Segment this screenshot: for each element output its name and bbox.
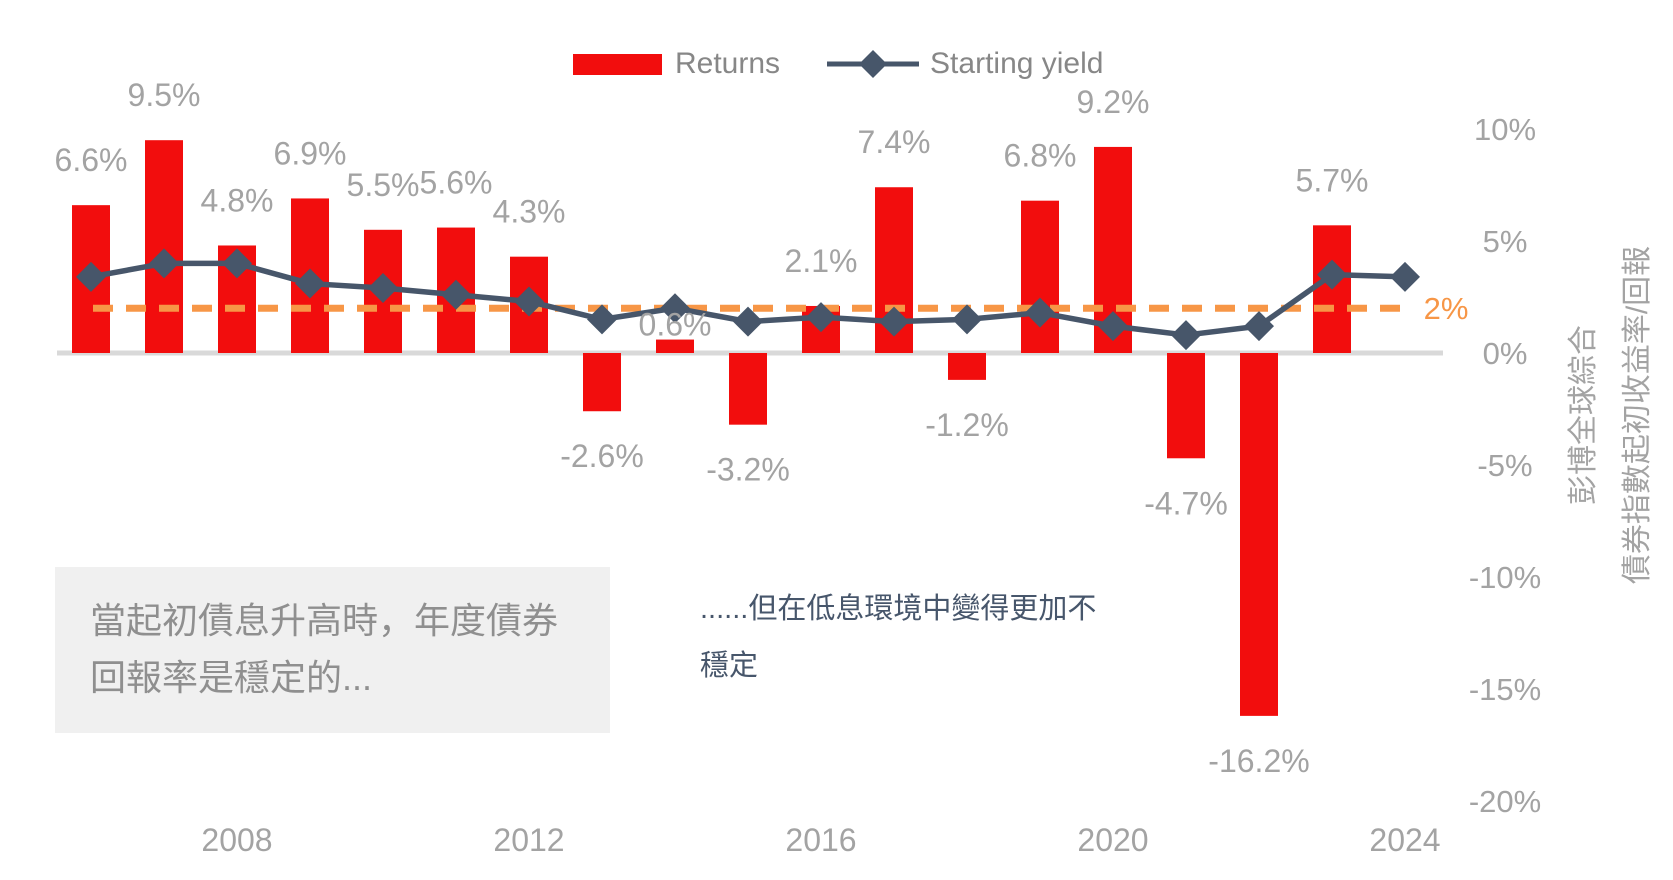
bar-value-label: 9.2%	[1077, 84, 1150, 120]
returns-bar	[948, 353, 986, 380]
bar-value-label: -4.7%	[1144, 485, 1228, 521]
bar-value-label: -2.6%	[560, 438, 644, 474]
y-tick-label: -20%	[1469, 784, 1541, 819]
y-tick-label: -5%	[1477, 448, 1532, 483]
yield-point	[76, 261, 106, 292]
annotation-box-text: 當起初債息升高時，年度債券回報率是穩定的...	[90, 600, 559, 698]
yield-point	[368, 273, 398, 304]
x-tick-label: 2008	[201, 822, 272, 858]
y-tick-label: 10%	[1474, 112, 1536, 147]
bar-value-label: 6.8%	[1004, 138, 1077, 174]
yield-point	[806, 302, 836, 333]
bar-value-label: 7.4%	[858, 124, 931, 160]
legend-yield-label: Starting yield	[930, 47, 1104, 80]
y-axis-title: 彭博全球綜合 債券指數起初收益率/回報	[1557, 115, 1665, 715]
bar-value-label: 6.6%	[55, 142, 128, 178]
y-tick-label: -10%	[1469, 560, 1541, 595]
yield-point	[1317, 259, 1347, 290]
bar-value-label: 5.7%	[1296, 162, 1369, 198]
bar-value-label: 5.5%	[347, 167, 420, 203]
yield-point	[295, 268, 325, 299]
yield-point	[1171, 320, 1201, 351]
yield-point	[1098, 311, 1128, 342]
yield-point	[149, 248, 179, 279]
x-tick-label: 2012	[493, 822, 564, 858]
x-tick-label: 2024	[1369, 822, 1440, 858]
legend: Returns Starting yield	[573, 44, 1103, 84]
yield-point	[1025, 297, 1055, 328]
yield-point	[952, 304, 982, 335]
legend-yield-diamond-icon	[859, 50, 888, 78]
returns-bar	[729, 353, 767, 425]
yield-point	[660, 293, 690, 324]
legend-returns-swatch	[573, 53, 662, 75]
returns-bar	[1167, 353, 1205, 459]
bar-value-label: 6.9%	[274, 135, 347, 171]
bar-value-label: 4.3%	[493, 194, 566, 230]
yield-point	[1390, 261, 1420, 292]
returns-bar	[145, 140, 183, 353]
bar-value-label: -3.2%	[706, 452, 790, 488]
yield-point	[587, 304, 617, 335]
y-axis-title-line2: 債券指數起初收益率/回報	[1621, 245, 1654, 585]
bar-value-label: -16.2%	[1208, 743, 1309, 779]
returns-bar	[1021, 200, 1059, 353]
yield-point	[733, 306, 763, 337]
y-axis-title-line1: 彭博全球綜合	[1567, 325, 1600, 505]
target-yield-label: 2%	[1424, 291, 1469, 326]
bar-value-label: 0.6%	[639, 307, 712, 343]
bar-value-label: 2.1%	[785, 243, 858, 279]
yield-point	[1244, 311, 1274, 342]
yield-point	[222, 248, 252, 279]
yield-point	[514, 286, 544, 317]
returns-bar	[583, 353, 621, 412]
y-tick-label: 0%	[1483, 336, 1528, 371]
legend-returns-label: Returns	[675, 47, 781, 80]
returns-bar	[1240, 353, 1278, 716]
bar-value-label: 9.5%	[128, 77, 201, 113]
x-tick-label: 2016	[785, 822, 856, 858]
legend-yield-swatch	[827, 50, 920, 78]
yield-point	[879, 306, 909, 337]
yield-point	[441, 279, 471, 310]
y-tick-label: 5%	[1483, 224, 1528, 259]
returns-bar	[656, 339, 694, 353]
bar-value-label: -1.2%	[925, 407, 1009, 443]
bar-value-label: 4.8%	[201, 182, 274, 218]
annotation-note: ......但在低息環境中變得更加不穩定	[700, 593, 1097, 682]
y-tick-label: -15%	[1469, 672, 1541, 707]
bar-value-label: 5.6%	[420, 165, 493, 201]
annotation-box: 當起初債息升高時，年度債券回報率是穩定的...	[55, 567, 610, 733]
x-tick-label: 2020	[1077, 822, 1148, 858]
